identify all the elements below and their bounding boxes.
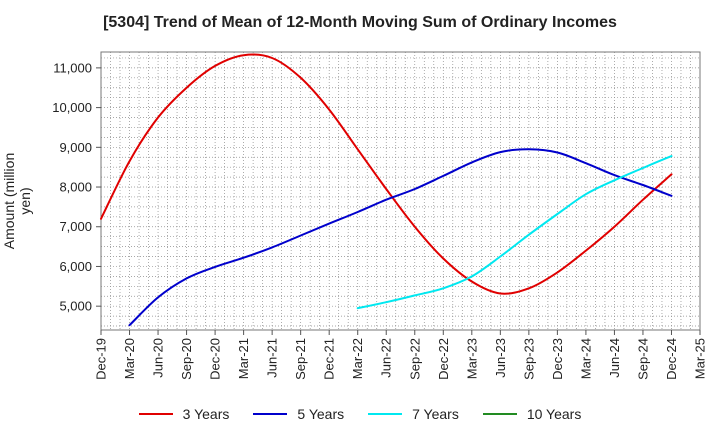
- y-tick-label: 7,000: [59, 219, 92, 234]
- plot-frame: [100, 51, 701, 331]
- series-lines: [100, 53, 673, 327]
- x-tick-label: Sep-20: [179, 338, 194, 380]
- legend-swatch: [138, 413, 173, 415]
- x-tick-label: Sep-21: [293, 338, 308, 380]
- y-tick-label: 6,000: [59, 259, 92, 274]
- x-tick-label: Dec-23: [550, 338, 565, 380]
- y-tick-label: 5,000: [59, 299, 92, 314]
- y-tick-label: 8,000: [59, 180, 92, 195]
- x-tick-label: Jun-21: [265, 338, 280, 378]
- series-line-5-years: [128, 148, 673, 327]
- x-tick-label: Dec-21: [322, 338, 337, 380]
- x-tick-label: Mar-20: [122, 338, 137, 379]
- x-tick-label: Mar-21: [236, 338, 251, 379]
- x-axis-ticks: Dec-19 Mar-20 Jun-20 Sep-20 Dec-20 Mar-21 Jun-…: [94, 330, 708, 380]
- chart-title: [5304] Trend of Mean of 12-Month Moving …: [103, 14, 617, 31]
- x-tick-label: Dec-24: [664, 338, 679, 380]
- legend-label: 5 Years: [297, 406, 345, 422]
- series-line-3-years: [100, 53, 673, 295]
- grid-lines: [101, 52, 700, 330]
- x-tick-label: Dec-19: [94, 338, 109, 380]
- legend-item-7-years: 7 Years: [368, 406, 459, 422]
- x-tick-label: Mar-24: [578, 338, 593, 379]
- series-line-7-years: [356, 155, 673, 310]
- y-axis-ticks: 5,000 6,000 7,000 8,000 9,000 10,000 11,000: [52, 60, 101, 314]
- legend-item-10-years: 10 Years: [482, 406, 582, 422]
- x-tick-label: Jun-20: [151, 338, 166, 378]
- x-tick-label: Jun-24: [607, 338, 622, 378]
- legend-label: 3 Years: [182, 406, 230, 422]
- legend-item-5-years: 5 Years: [253, 406, 344, 422]
- x-tick-label: Dec-22: [436, 338, 451, 380]
- x-tick-label: Jun-22: [379, 338, 394, 378]
- legend-item-3-years: 3 Years: [138, 406, 230, 422]
- y-axis-label: Amount (million yen): [1, 152, 33, 250]
- x-tick-label: Mar-22: [350, 338, 365, 379]
- x-tick-label: Dec-20: [208, 338, 223, 380]
- y-tick-label: 9,000: [59, 140, 92, 155]
- x-tick-label: Jun-23: [493, 338, 508, 378]
- x-tick-label: Sep-22: [407, 338, 422, 380]
- legend-swatch: [482, 413, 517, 415]
- legend-swatch: [368, 413, 403, 415]
- legend-swatch: [253, 413, 288, 415]
- legend: 3 Years 5 Years 7 Years 10 Years: [0, 406, 720, 422]
- legend-label: 10 Years: [526, 406, 582, 422]
- x-tick-label: Sep-23: [521, 338, 536, 380]
- legend-label: 7 Years: [412, 406, 459, 422]
- y-tick-label: 10,000: [52, 100, 92, 115]
- x-tick-label: Mar-23: [464, 338, 479, 379]
- y-tick-label: 11,000: [53, 60, 92, 75]
- x-tick-label: Mar-25: [693, 338, 708, 379]
- x-tick-label: Sep-24: [635, 338, 650, 380]
